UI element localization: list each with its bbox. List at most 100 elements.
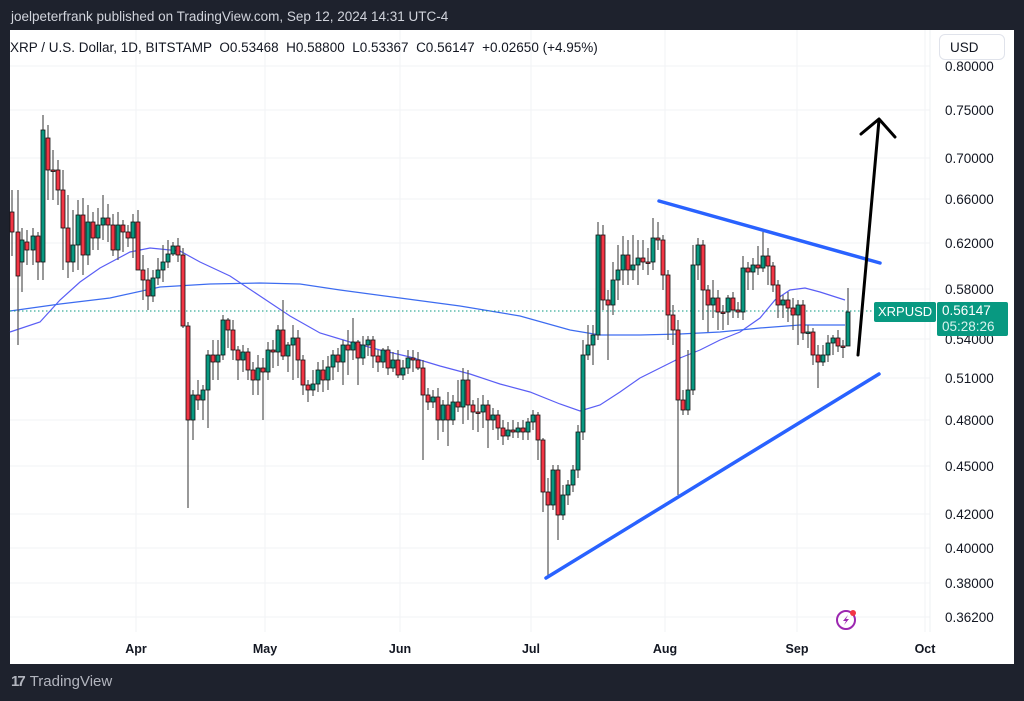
candle xyxy=(775,280,781,318)
candle xyxy=(280,300,286,360)
candle xyxy=(805,325,811,348)
candle xyxy=(275,325,281,366)
candle xyxy=(55,160,61,205)
candle xyxy=(160,245,166,282)
candle xyxy=(640,240,646,270)
candle xyxy=(350,318,356,360)
candle xyxy=(335,348,341,372)
candle xyxy=(710,280,716,318)
grid xyxy=(10,30,930,632)
lower-trendline[interactable] xyxy=(544,372,881,580)
candle xyxy=(550,465,556,510)
candle xyxy=(615,245,621,300)
projection-arrow[interactable] xyxy=(856,117,897,357)
candle xyxy=(715,290,721,330)
candle xyxy=(225,318,231,348)
lightning-icon[interactable] xyxy=(836,610,856,630)
candle xyxy=(515,422,521,438)
candle xyxy=(600,225,606,310)
candle xyxy=(24,230,30,265)
candle xyxy=(505,422,511,440)
candle xyxy=(780,295,786,318)
candle xyxy=(265,342,271,380)
candle xyxy=(390,352,396,372)
candle xyxy=(510,420,516,438)
candle xyxy=(290,325,296,380)
candle xyxy=(135,210,141,271)
candle xyxy=(625,240,631,285)
candle xyxy=(405,350,411,374)
candle xyxy=(465,370,471,420)
candle xyxy=(90,212,96,250)
symbol-title: XRP / U.S. Dollar, 1D, BITSTAMP xyxy=(10,40,212,55)
candle xyxy=(535,412,541,460)
candle xyxy=(370,336,376,368)
candle xyxy=(425,388,431,410)
candle xyxy=(395,350,401,378)
candle xyxy=(700,240,706,320)
upper-trendline[interactable] xyxy=(657,199,882,265)
last-price-value: 0.56147 xyxy=(942,303,991,318)
candle xyxy=(110,214,116,256)
price-tick-label: 0.36200 xyxy=(945,610,994,625)
candle xyxy=(695,238,701,280)
candle xyxy=(585,325,591,360)
candle xyxy=(765,248,771,285)
candle xyxy=(120,220,126,252)
candle xyxy=(375,350,381,372)
candle xyxy=(205,350,211,428)
price-tick-label: 0.42000 xyxy=(945,507,994,522)
candle xyxy=(30,228,36,265)
candle xyxy=(845,288,851,347)
candle xyxy=(400,360,406,380)
candle xyxy=(365,336,371,356)
price-tick-label: 0.80000 xyxy=(945,59,994,74)
candle xyxy=(570,465,576,492)
candle xyxy=(355,340,361,385)
price-tick-label: 0.48000 xyxy=(945,413,994,428)
candle xyxy=(330,350,336,380)
candle xyxy=(115,212,121,260)
time-tick-label: Apr xyxy=(125,642,147,656)
candle xyxy=(19,228,25,292)
candle xyxy=(60,170,66,270)
candle xyxy=(455,380,461,412)
last-price-tag: 0.56147 05:28:26 xyxy=(937,302,1008,336)
candle xyxy=(610,262,616,315)
time-axis[interactable]: Apr May Jun Jul Aug Sep Oct xyxy=(125,642,936,656)
candle xyxy=(645,248,651,275)
candle xyxy=(380,348,386,368)
tradingview-logo[interactable]: 17 TradingView xyxy=(11,673,112,690)
candle xyxy=(740,256,746,320)
candle xyxy=(130,214,136,258)
candle xyxy=(210,340,216,380)
moving-averages xyxy=(9,247,846,412)
candle xyxy=(340,340,346,385)
price-axis[interactable]: 0.80000 0.75000 0.70000 0.66000 0.62000 0.580… xyxy=(945,59,994,625)
candle xyxy=(285,342,291,372)
price-tick-label: 0.66000 xyxy=(945,192,994,207)
candle xyxy=(705,285,711,332)
ohlc-low: L0.53367 xyxy=(352,40,409,55)
candle xyxy=(415,352,421,370)
symbol-price-tag: XRPUSD xyxy=(874,302,937,322)
candle xyxy=(685,350,691,415)
candle xyxy=(190,390,196,440)
candle xyxy=(240,345,246,372)
candle xyxy=(75,200,81,270)
candle xyxy=(595,222,601,340)
time-tick-label: Sep xyxy=(786,642,809,656)
candle xyxy=(100,195,106,240)
candle xyxy=(785,292,791,322)
candle xyxy=(620,236,626,285)
chart-panel[interactable] xyxy=(10,30,1014,664)
candle xyxy=(790,298,796,330)
candle xyxy=(795,300,801,345)
triangle-trendlines[interactable] xyxy=(544,199,882,580)
price-tick-label: 0.70000 xyxy=(945,151,994,166)
currency-button[interactable]: USD xyxy=(939,34,1005,60)
candle xyxy=(755,246,761,275)
candle xyxy=(560,485,566,520)
candle xyxy=(580,340,586,440)
